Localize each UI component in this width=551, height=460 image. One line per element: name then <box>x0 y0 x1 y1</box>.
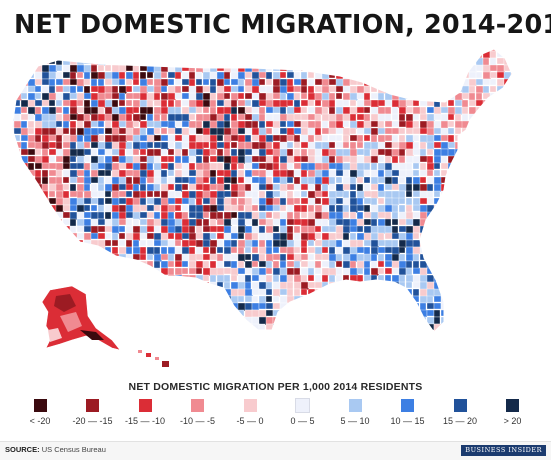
alaska-inset <box>41 285 121 351</box>
legend-label-7: 10 — 15 <box>390 416 425 426</box>
legend-swatch-4 <box>243 399 257 412</box>
legend-label-5: 0 — 5 <box>290 416 315 426</box>
legend-swatch-3 <box>191 399 204 412</box>
us-county-migration-map <box>11 48 513 367</box>
legend-label-3: -10 — -5 <box>179 416 215 426</box>
legend-swatch-8 <box>453 399 467 412</box>
legend-swatch-1 <box>86 399 99 412</box>
footer: SOURCE: US Census Bureau BUSINESS INSIDE… <box>0 441 551 460</box>
legend-swatch-7 <box>401 399 414 412</box>
us-outline <box>11 48 513 333</box>
legend-label-0: < -20 <box>29 416 51 426</box>
legend-swatch-6 <box>348 399 362 412</box>
legend-label-6: 5 — 10 <box>340 416 370 426</box>
hawaii-inset <box>138 350 169 367</box>
legend-swatch-0 <box>33 399 47 412</box>
legend-label-8: 15 — 20 <box>442 416 478 426</box>
map-title: NET DOMESTIC MIGRATION, 2014-2015 <box>14 10 551 40</box>
legend-swatch-9 <box>506 399 519 412</box>
legend-label-1: -20 — -15 <box>72 416 113 426</box>
legend-title: NET DOMESTIC MIGRATION PER 1,000 2014 RE… <box>128 381 423 393</box>
legend-swatch-2 <box>138 399 152 412</box>
source-credit: SOURCE: US Census Bureau <box>5 445 106 454</box>
legend-label-2: -15 — -10 <box>124 416 166 426</box>
source-text: US Census Bureau <box>41 445 106 454</box>
legend-label-4: -5 — 0 <box>236 416 264 426</box>
legend-swatch-5 <box>295 398 310 413</box>
business-insider-logo: BUSINESS INSIDER <box>461 445 546 456</box>
legend-label-9: > 20 <box>503 416 522 426</box>
source-prefix: SOURCE: <box>5 445 40 454</box>
